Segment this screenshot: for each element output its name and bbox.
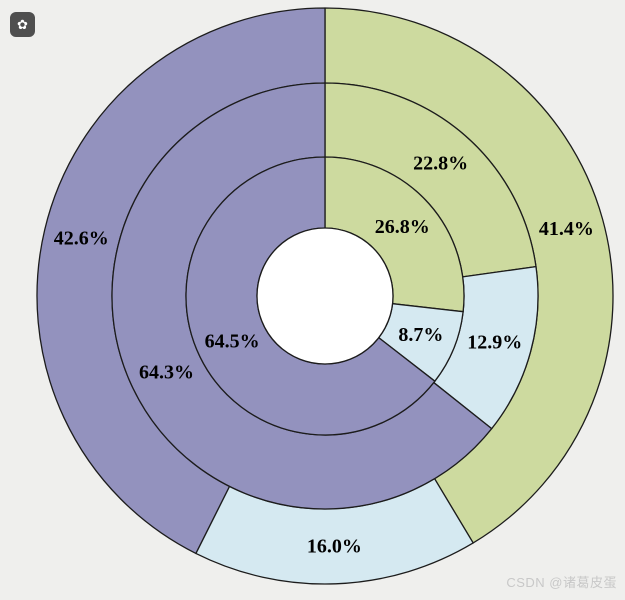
slice-label-inner-purple: 64.5% — [205, 331, 260, 353]
slice-label-middle-green: 22.8% — [413, 152, 468, 174]
donut-hole — [256, 227, 394, 365]
flower-icon: ✿ — [17, 17, 28, 32]
watermark: CSDN @诸葛皮蛋 — [506, 575, 617, 590]
slice-label-inner-blue: 8.7% — [398, 324, 443, 346]
slice-label-middle-purple: 64.3% — [139, 361, 194, 383]
output-options-button[interactable]: ✿ — [10, 12, 35, 37]
slice-label-middle-blue: 12.9% — [467, 331, 522, 353]
slice-label-inner-green: 26.8% — [375, 216, 430, 238]
slice-label-outer-blue: 16.0% — [307, 535, 362, 557]
slice-label-outer-purple: 42.6% — [54, 227, 109, 249]
slice-label-outer-green: 41.4% — [539, 218, 594, 240]
